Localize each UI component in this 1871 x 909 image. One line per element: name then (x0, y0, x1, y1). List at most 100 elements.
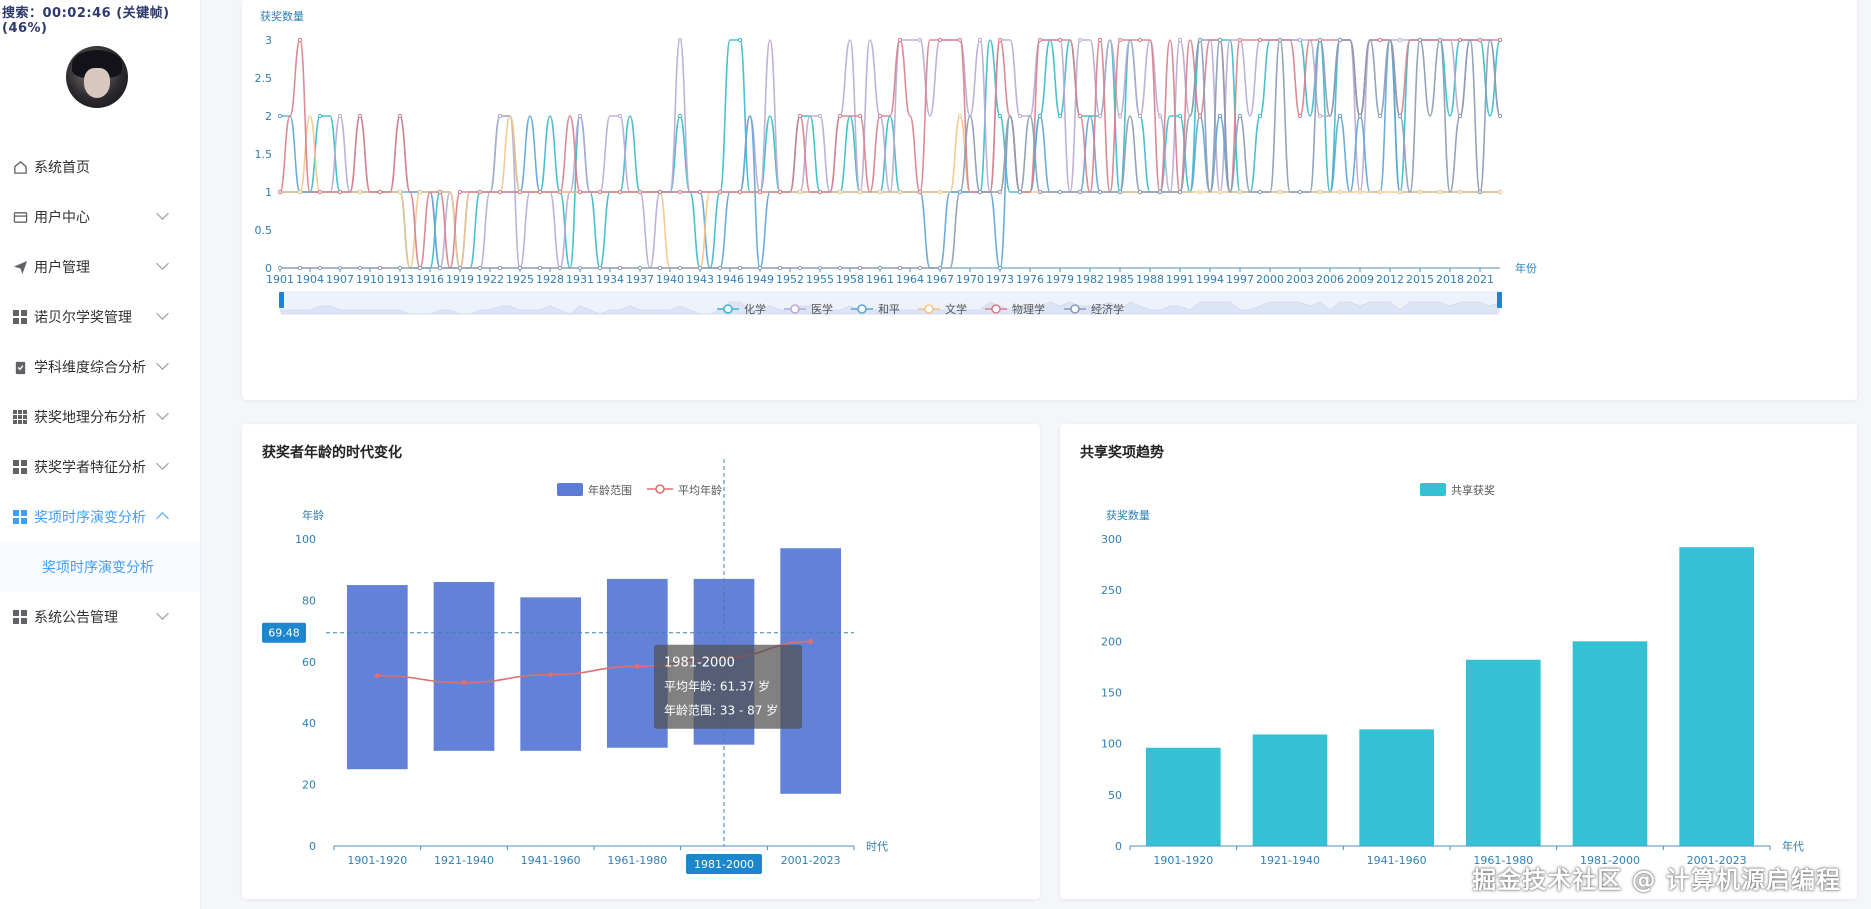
x-tick-label: 2015 (1406, 273, 1434, 286)
x-tick-label: 2012 (1376, 273, 1404, 286)
data-point (397, 189, 403, 195)
chevron-down-icon (156, 257, 169, 270)
send-icon (12, 259, 28, 275)
data-point (897, 37, 903, 43)
data-point (937, 37, 943, 43)
y-tick-label: 1.5 (255, 148, 273, 161)
average-age-point (548, 672, 554, 678)
data-point (277, 265, 283, 271)
legend-label: 经济学 (1091, 302, 1124, 316)
data-point (1497, 189, 1503, 195)
data-point (1337, 189, 1343, 195)
x-tick-label: 1925 (506, 273, 534, 286)
series-line-5 (280, 39, 1501, 269)
x-tick-label: 1949 (746, 273, 774, 286)
sidebar-item-9[interactable]: 系统公告管理 (0, 592, 200, 642)
data-point (837, 265, 843, 271)
data-point (1317, 113, 1323, 119)
data-point (1477, 189, 1483, 195)
data-point (877, 189, 883, 195)
data-point (1097, 189, 1103, 195)
x-tick-label: 1937 (626, 273, 654, 286)
chevron-down-icon (156, 207, 169, 220)
grid-icon (12, 509, 28, 525)
sidebar-item-label: 用户中心 (34, 210, 90, 226)
data-point (1397, 113, 1403, 119)
data-point (417, 265, 423, 271)
data-point (537, 265, 543, 271)
sidebar-item-0[interactable]: 系统首页 (0, 142, 200, 192)
y-tick-label: 100 (1101, 738, 1122, 751)
legend-swatch (1420, 483, 1446, 496)
data-point (357, 113, 363, 119)
data-point (1077, 37, 1083, 43)
legend-label: 平均年龄 (678, 483, 722, 497)
data-point (537, 189, 543, 195)
data-point (1097, 37, 1103, 43)
zoom-handle-left (279, 292, 284, 308)
legend-marker (857, 304, 867, 314)
average-age-point (461, 680, 467, 686)
data-point (497, 189, 503, 195)
chevron-down-icon (156, 307, 169, 320)
sidebar-item-label: 用户管理 (34, 260, 90, 276)
watermark: 掘金技术社区 @ 计算机源启编程 (1472, 866, 1841, 894)
data-point (737, 189, 743, 195)
legend-label: 医学 (811, 302, 833, 316)
data-point (357, 265, 363, 271)
data-point (317, 113, 323, 119)
avatar[interactable] (66, 46, 128, 108)
y-axis-label: 年龄 (302, 508, 324, 522)
y-tick-label: 1 (265, 186, 272, 199)
data-point (1037, 113, 1043, 119)
data-point (997, 189, 1003, 195)
data-point (1217, 113, 1223, 119)
data-point (577, 189, 583, 195)
bar-3 (1466, 659, 1541, 846)
y-tick-label: 0 (309, 840, 316, 853)
x-tick-label: 2000 (1256, 273, 1284, 286)
x-tick-label: 1921-1940 (1260, 854, 1320, 867)
data-point (1017, 189, 1023, 195)
data-point (517, 265, 523, 271)
legend-marker (924, 304, 934, 314)
data-point (1057, 37, 1063, 43)
sidebar: 搜索：00:02:46 (关键帧) (46%) 系统首页 用户中心 用户管理 诺贝尔学… (0, 0, 201, 909)
data-point (637, 189, 643, 195)
data-point (1297, 189, 1303, 195)
range-bar-1 (433, 581, 495, 751)
sidebar-item-6[interactable]: 获奖学者特征分析 (0, 442, 200, 492)
data-point (777, 265, 783, 271)
sidebar-item-label: 获奖地理分布分析 (34, 410, 146, 426)
x-tick-label: 1976 (1016, 273, 1044, 286)
data-point (1097, 113, 1103, 119)
x-tick-label: 1928 (536, 273, 564, 286)
data-point (937, 265, 943, 271)
zoom-slider-preview (279, 301, 1501, 315)
data-point (357, 189, 363, 195)
x-tick-label: 1967 (926, 273, 954, 286)
sidebar-item-1[interactable]: 用户中心 (0, 192, 200, 242)
x-tick-label: 2018 (1436, 273, 1464, 286)
data-point (817, 265, 823, 271)
legend-label: 物理学 (1012, 302, 1045, 316)
y-tick-label: 300 (1101, 533, 1122, 546)
crosshair-y-badge (262, 622, 306, 643)
data-point (1137, 37, 1143, 43)
sidebar-item-label: 奖项时序演变分析 (42, 560, 154, 576)
sidebar-item-7[interactable]: 奖项时序演变分析 (0, 492, 200, 542)
card-icon (12, 209, 28, 225)
sidebar-subitem-8[interactable]: 奖项时序演变分析 (0, 542, 200, 592)
data-point (337, 113, 343, 119)
sidebar-item-4[interactable]: 学科维度综合分析 (0, 342, 200, 392)
sidebar-item-3[interactable]: 诺贝尔学奖管理 (0, 292, 200, 342)
sidebar-item-2[interactable]: 用户管理 (0, 242, 200, 292)
legend-label: 共享获奖 (1451, 483, 1495, 497)
sidebar-item-5[interactable]: 获奖地理分布分析 (0, 392, 200, 442)
data-point (477, 265, 483, 271)
legend-swatch (557, 483, 583, 496)
y-tick-label: 3 (265, 34, 272, 47)
x-tick-label: 2003 (1286, 273, 1314, 286)
